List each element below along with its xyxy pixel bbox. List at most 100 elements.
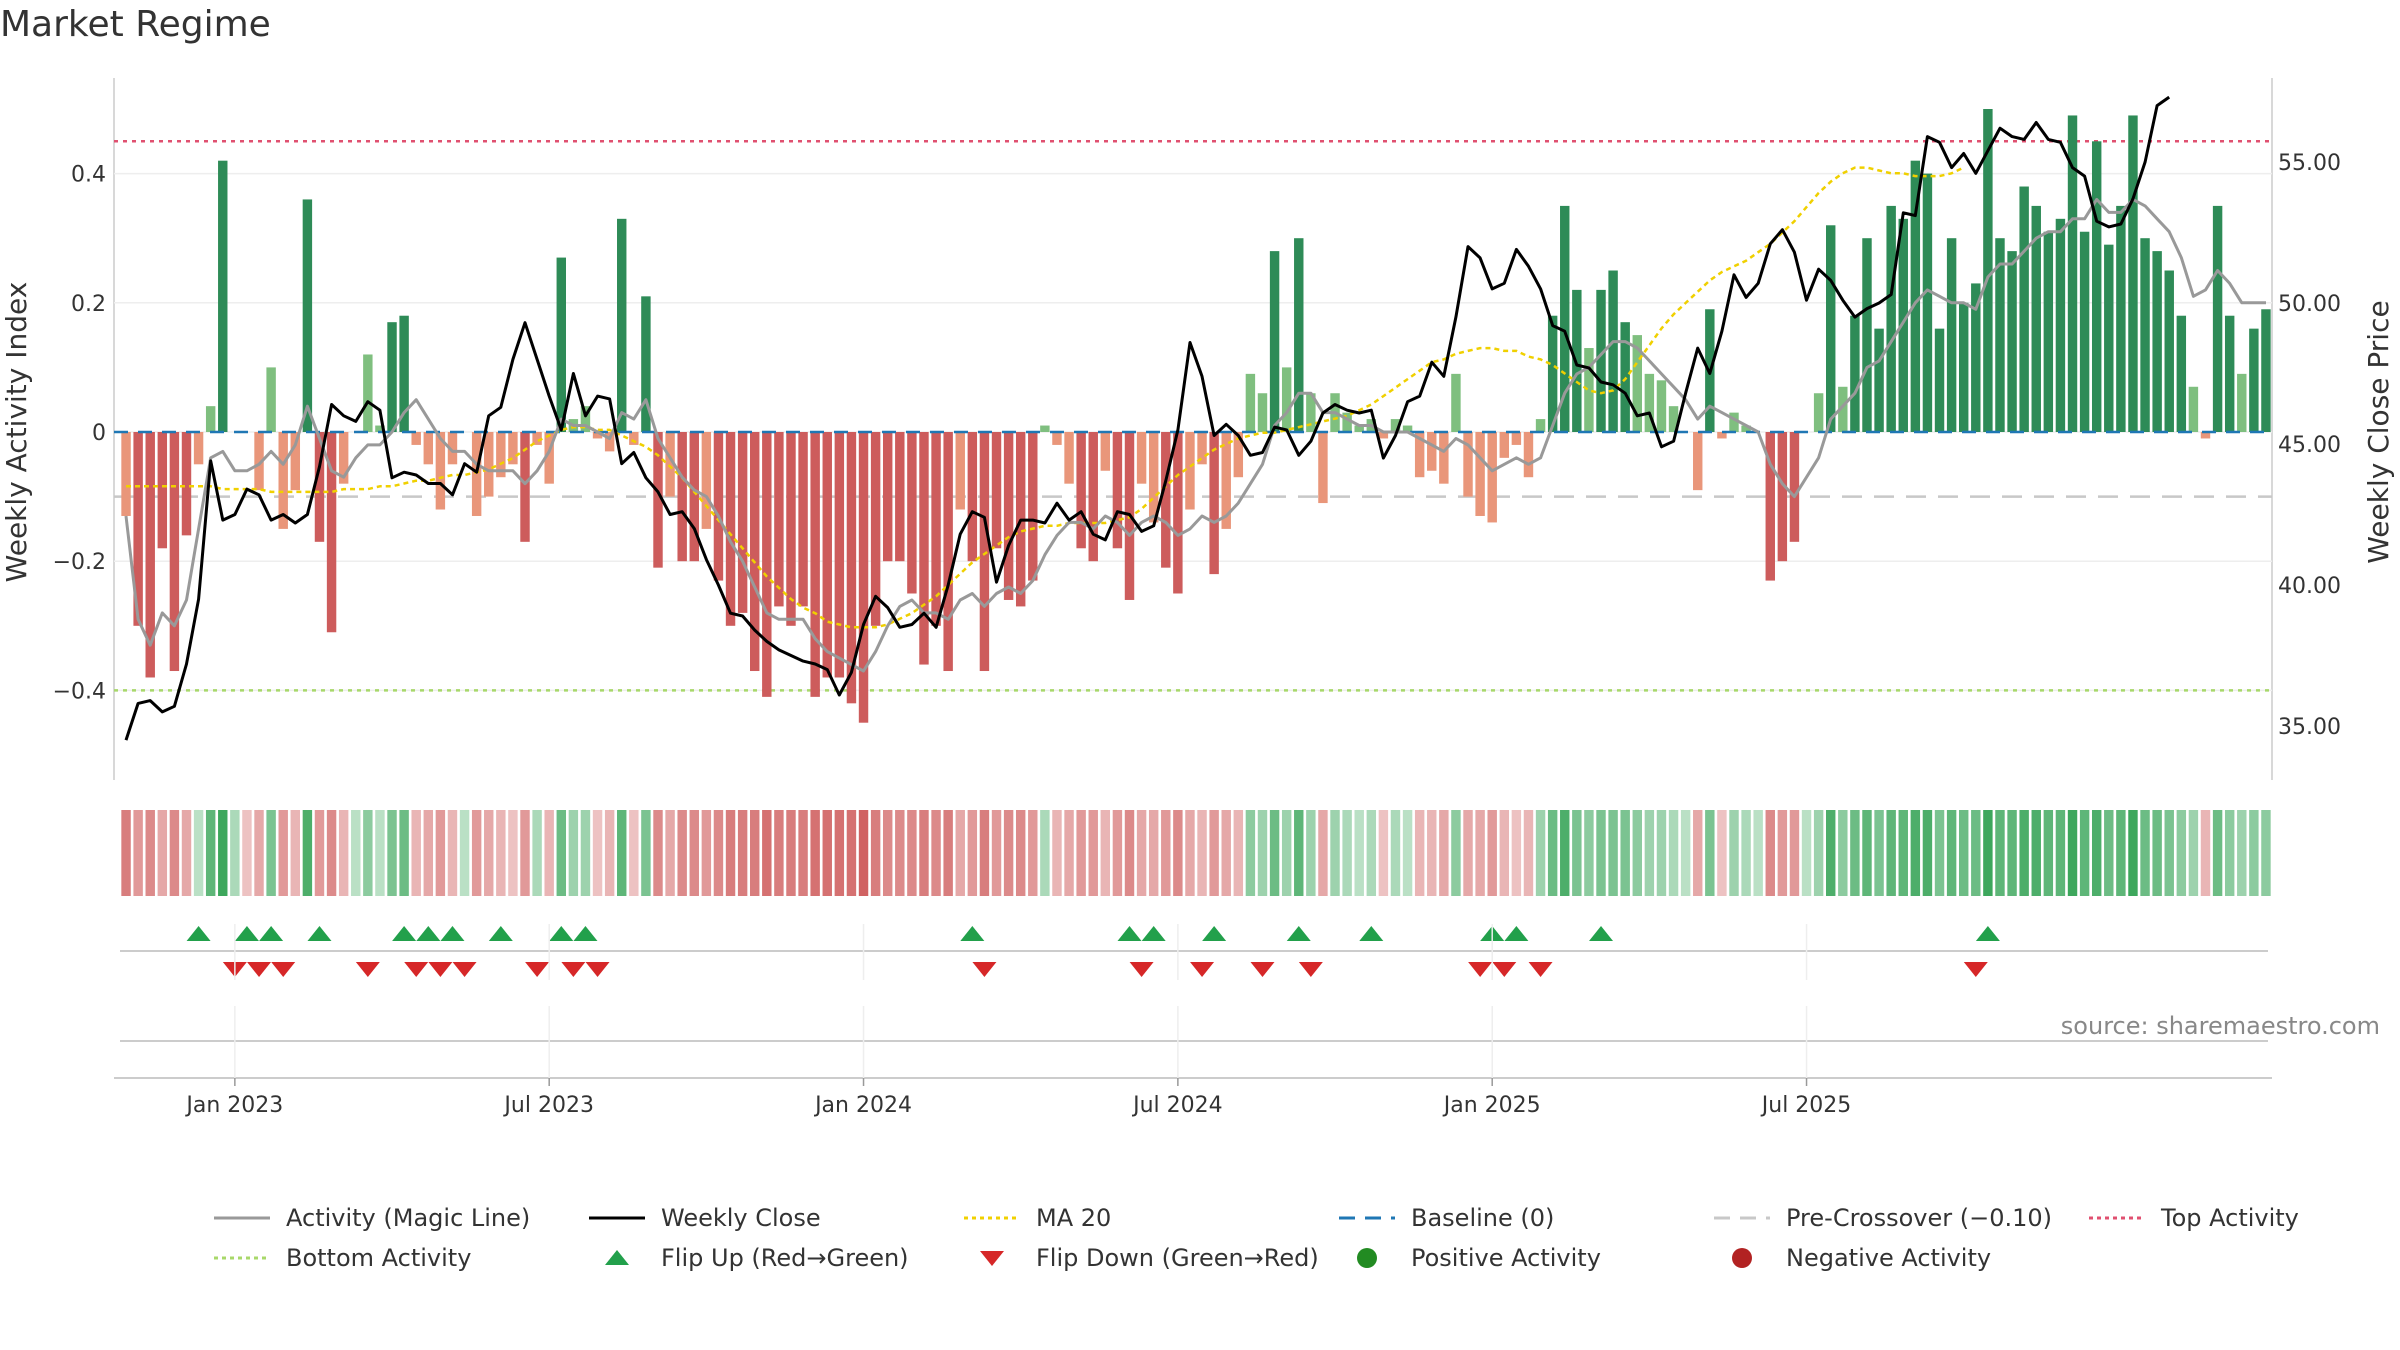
legend-item: Activity (Magic Line) bbox=[210, 1204, 585, 1232]
strip-cell bbox=[1693, 810, 1703, 896]
strip-cell bbox=[677, 810, 687, 896]
flip-down-marker bbox=[585, 962, 610, 977]
strip-cell bbox=[1850, 810, 1860, 896]
flip-up-marker bbox=[440, 926, 465, 941]
legend-item: Negative Activity bbox=[1710, 1244, 2085, 1272]
activity-bar bbox=[617, 218, 627, 432]
strip-cell bbox=[991, 810, 1002, 896]
activity-bar bbox=[701, 432, 712, 529]
activity-bar bbox=[1862, 238, 1872, 432]
activity-bar bbox=[1161, 432, 1171, 568]
strip-cell bbox=[1451, 810, 1461, 896]
activity-bar bbox=[1535, 419, 1546, 432]
strip-cell bbox=[1269, 810, 1280, 896]
activity-bar bbox=[1547, 315, 1558, 432]
flip-up-marker bbox=[1975, 926, 2000, 941]
legend-label: Weekly Close bbox=[661, 1204, 821, 1232]
legend-label: Flip Down (Green→Red) bbox=[1036, 1244, 1319, 1272]
strip-cell bbox=[1511, 810, 1522, 896]
strip-cell bbox=[1523, 810, 1534, 896]
activity-bar bbox=[1281, 367, 1292, 432]
strip-cell bbox=[1402, 810, 1413, 896]
activity-bar bbox=[641, 296, 651, 432]
activity-bar bbox=[435, 432, 446, 510]
strip-cell bbox=[750, 810, 760, 896]
strip-cell bbox=[2007, 810, 2017, 896]
legend-item: Positive Activity bbox=[1335, 1244, 1710, 1272]
strip-cell bbox=[1366, 810, 1377, 896]
strip-cell bbox=[435, 810, 446, 896]
activity-bar bbox=[1826, 225, 1836, 432]
activity-bar bbox=[1934, 328, 1945, 432]
strip-cell bbox=[266, 810, 276, 896]
activity-bar bbox=[375, 425, 385, 432]
activity-bar bbox=[302, 199, 313, 432]
activity-bar bbox=[387, 322, 397, 432]
strip-cell bbox=[1197, 810, 1207, 896]
strip-cell bbox=[2104, 810, 2114, 896]
strip-cell bbox=[1596, 810, 1606, 896]
activity-bar bbox=[967, 432, 978, 562]
strip-cell bbox=[834, 810, 845, 896]
strip-cell bbox=[1257, 810, 1268, 896]
strip-cell bbox=[326, 810, 337, 896]
activity-bar bbox=[677, 432, 687, 562]
activity-bar bbox=[870, 432, 881, 626]
activity-bar bbox=[1995, 238, 2005, 432]
strip-cell bbox=[1813, 810, 1824, 896]
strip-cell bbox=[471, 810, 482, 896]
strip-cell bbox=[484, 810, 494, 896]
legend-symbol bbox=[1339, 1216, 1395, 1220]
strip-cell bbox=[1148, 810, 1159, 896]
activity-bar bbox=[2055, 218, 2066, 432]
activity-bar bbox=[254, 432, 264, 491]
strip-cell bbox=[1294, 810, 1304, 896]
strip-cell bbox=[1354, 810, 1364, 896]
activity-bar bbox=[1656, 380, 1667, 432]
strip-cell bbox=[1729, 810, 1739, 896]
activity-bar bbox=[1402, 425, 1413, 432]
activity-bar bbox=[1233, 432, 1244, 478]
strip-cell bbox=[1656, 810, 1667, 896]
activity-bar bbox=[1898, 218, 1908, 432]
activity-bar bbox=[399, 315, 409, 432]
strip-cell bbox=[1898, 810, 1908, 896]
strip-cell bbox=[1209, 810, 1219, 896]
flip-up-marker bbox=[1141, 926, 1166, 941]
activity-bar bbox=[1608, 270, 1618, 432]
activity-bar bbox=[133, 432, 143, 626]
activity-bar bbox=[713, 432, 724, 581]
activity-bar bbox=[508, 432, 518, 465]
strip-cell bbox=[1838, 810, 1848, 896]
flip-down-marker bbox=[1528, 962, 1553, 977]
activity-bars bbox=[121, 109, 2271, 723]
flip-up-marker bbox=[1117, 926, 1142, 941]
left-tick-label: 0.2 bbox=[71, 292, 106, 317]
strip-cell bbox=[2140, 810, 2150, 896]
activity-bar bbox=[1185, 432, 1195, 510]
flip-up-marker bbox=[488, 926, 513, 941]
strip-cell bbox=[641, 810, 651, 896]
legend-item: Flip Up (Red→Green) bbox=[585, 1244, 960, 1272]
date-tick-label: Jul 2025 bbox=[1760, 1093, 1852, 1118]
left-tick-label: 0 bbox=[92, 421, 106, 446]
strip-cell bbox=[1668, 810, 1679, 896]
strip-cell bbox=[1281, 810, 1292, 896]
strip-cell bbox=[1330, 810, 1340, 896]
legend-symbol bbox=[980, 1251, 1004, 1266]
activity-bar bbox=[2200, 432, 2211, 439]
strip-cell bbox=[592, 810, 603, 896]
activity-bar bbox=[955, 432, 965, 510]
activity-bar bbox=[2019, 186, 2029, 432]
strip-cell bbox=[218, 810, 228, 896]
activity-bar bbox=[725, 432, 736, 626]
strip-cell bbox=[955, 810, 965, 896]
date-tick-label: Jul 2024 bbox=[1131, 1093, 1223, 1118]
strip-cell bbox=[1233, 810, 1244, 896]
legend-symbol bbox=[589, 1216, 645, 1220]
activity-bar bbox=[1958, 302, 1969, 432]
flip-up-marker bbox=[549, 926, 574, 941]
activity-bar bbox=[979, 432, 990, 672]
strip-cell bbox=[943, 810, 953, 896]
legend-label: Bottom Activity bbox=[286, 1244, 472, 1272]
